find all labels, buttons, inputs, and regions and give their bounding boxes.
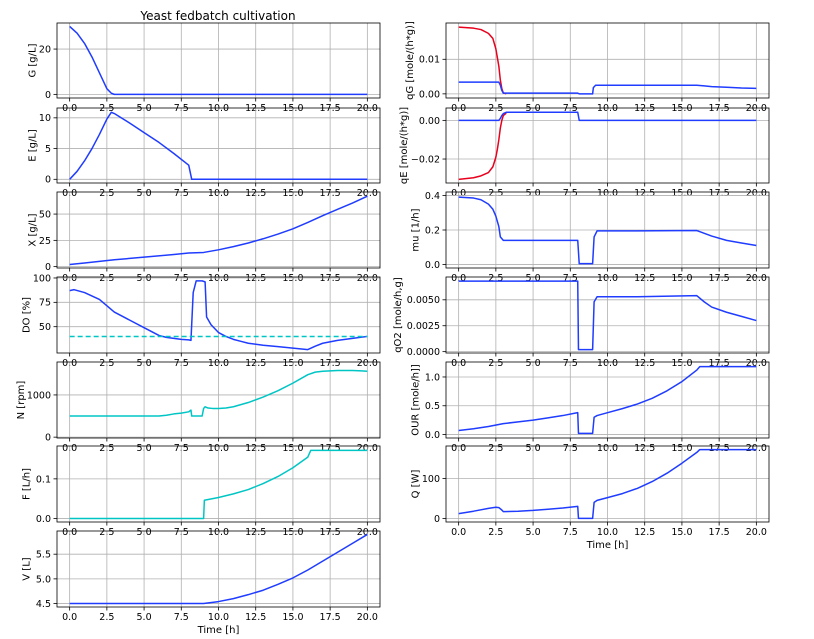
series-line-mu-0 xyxy=(458,196,757,265)
y-tick-label: 5.5 xyxy=(36,550,51,561)
y-axis-label: qO2 [mole/h,g] xyxy=(393,277,404,353)
y-tick-label: 0.1 xyxy=(36,474,51,485)
series-line-OUR-0 xyxy=(458,365,757,435)
x-tick-label: 7.5 xyxy=(174,612,189,623)
grid-N xyxy=(57,362,380,438)
series-line-Q-0 xyxy=(458,448,757,520)
y-tick-label: 0 xyxy=(45,90,51,101)
series-line-qE-1 xyxy=(458,111,757,122)
x-axis-label: Time [h] xyxy=(586,540,629,551)
grid-Q xyxy=(446,446,769,522)
figure-title: Yeast fedbatch cultivation xyxy=(139,9,295,23)
x-tick-label: 10.0 xyxy=(208,612,229,623)
y-tick-label: 1000 xyxy=(27,390,51,401)
y-tick-label: −0.02 xyxy=(411,154,440,165)
x-tick-label: 12.5 xyxy=(634,527,655,538)
grid-DO xyxy=(57,277,380,353)
y-tick-label: 1.0 xyxy=(425,372,440,383)
y-tick-label: 25 xyxy=(39,236,51,247)
y-axis-label: OUR [mole/h]] xyxy=(411,364,422,436)
y-axis-label: V [L] xyxy=(22,557,33,580)
series-line-G-0 xyxy=(69,25,368,96)
y-tick-label: 10 xyxy=(39,113,51,124)
x-tick-label: 0.0 xyxy=(62,612,77,623)
y-tick-label: 0 xyxy=(45,175,51,186)
grid-qO2 xyxy=(446,277,769,353)
series-line-DO-0 xyxy=(69,280,368,351)
y-tick-label: 0.0050 xyxy=(407,295,440,306)
subplot-grid: 0.0 2.5 5.0 7.5 10.0 12.5 15.0 17.5 20.0 0 20G [g/… xyxy=(16,21,770,636)
y-tick-label: 50 xyxy=(39,322,51,333)
grid-OUR xyxy=(446,362,769,438)
y-tick-label: 0.0 xyxy=(36,514,51,525)
series-line-E-0 xyxy=(69,111,368,181)
x-tick-label: 10.0 xyxy=(597,527,618,538)
y-axis-label: G [g/L] xyxy=(27,43,38,77)
series-line-N-0 xyxy=(69,369,368,417)
series-line-qE-0 xyxy=(458,112,507,181)
y-tick-label: 0 xyxy=(434,514,440,525)
y-axis-label: qG [mole/(h*g)] xyxy=(405,21,416,100)
y-tick-label: 0.2 xyxy=(425,225,440,236)
y-tick-label: 4.5 xyxy=(36,599,51,610)
x-tick-label: 12.5 xyxy=(245,612,266,623)
y-tick-label: 0.0000 xyxy=(407,347,440,358)
y-tick-label: 0 xyxy=(45,262,51,273)
y-axis-label: Q [W] xyxy=(411,470,422,499)
x-tick-label: 5.0 xyxy=(526,527,541,538)
y-axis-label: F [L/h] xyxy=(22,468,33,500)
y-tick-label: 0.0025 xyxy=(407,321,440,332)
y-axis-label: DO [%] xyxy=(22,297,33,333)
y-tick-label: 0 xyxy=(45,433,51,444)
x-tick-label: 15.0 xyxy=(282,612,303,623)
x-tick-label: 17.5 xyxy=(709,527,730,538)
x-tick-label: 17.5 xyxy=(320,612,341,623)
subplot-V: 0.0 2.5 5.0 7.5 10.0 12.5 15.0 17.5 20.0 4.5 5.0 5.… xyxy=(22,530,381,636)
y-tick-label: 75 xyxy=(39,298,51,309)
x-tick-label: 20.0 xyxy=(746,527,767,538)
x-tick-label: 7.5 xyxy=(563,527,578,538)
y-tick-label: 20 xyxy=(39,44,51,55)
x-tick-label: 2.5 xyxy=(99,612,114,623)
x-axis-label: Time [h] xyxy=(197,625,240,636)
y-tick-label: 0.0 xyxy=(425,430,440,441)
y-tick-label: 5.0 xyxy=(36,574,51,585)
series-line-X-0 xyxy=(69,195,368,266)
y-tick-label: 0.00 xyxy=(419,116,440,127)
y-tick-label: 50 xyxy=(39,209,51,220)
y-tick-label: 0.4 xyxy=(425,191,440,202)
y-tick-label: 0.01 xyxy=(419,55,440,66)
x-tick-label: 0.0 xyxy=(451,527,466,538)
y-axis-label: mu [1/h] xyxy=(411,208,422,251)
y-axis-label: X [g/L] xyxy=(27,213,38,246)
series-line-qG-1 xyxy=(458,81,757,95)
y-axis-label: qE [mole/(h*g)] xyxy=(399,107,410,184)
y-tick-label: 0.5 xyxy=(425,401,440,412)
x-tick-label: 20.0 xyxy=(357,612,378,623)
y-tick-label: 100 xyxy=(422,474,440,485)
y-axis-label: N [rpm] xyxy=(16,381,27,420)
series-line-V-0 xyxy=(69,533,368,605)
y-tick-label: 100 xyxy=(33,273,51,284)
y-tick-label: 5 xyxy=(45,144,51,155)
x-tick-label: 15.0 xyxy=(671,527,692,538)
series-line-F-0 xyxy=(69,449,368,520)
y-axis-label: E [g/L] xyxy=(27,129,38,162)
x-tick-label: 2.5 xyxy=(488,527,503,538)
y-tick-label: 0.0 xyxy=(425,260,440,271)
y-tick-label: 0.00 xyxy=(419,89,440,100)
x-tick-label: 5.0 xyxy=(137,612,152,623)
series-line-qO2-0 xyxy=(458,280,757,351)
